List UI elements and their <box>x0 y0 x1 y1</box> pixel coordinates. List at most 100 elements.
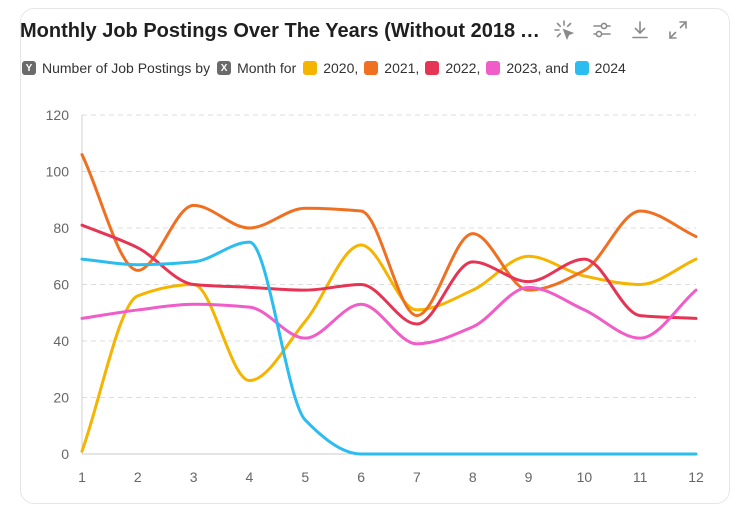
data-point-2020-11[interactable] <box>635 280 645 290</box>
grid-layer <box>82 114 696 398</box>
legend-item-2023[interactable]: 2023, and <box>486 60 574 76</box>
data-point-2022-10[interactable] <box>579 254 589 264</box>
legend-swatch-2024 <box>574 61 589 75</box>
legend-item-2022[interactable]: 2022, <box>425 60 486 76</box>
x-tick-label: 12 <box>688 469 704 485</box>
legend-label-2022: 2022, <box>445 60 481 76</box>
legend-swatch-2023 <box>486 61 501 75</box>
x-tick-label: 5 <box>301 469 309 485</box>
data-point-2023-7[interactable] <box>412 339 422 349</box>
data-point-2021-6[interactable] <box>356 206 366 216</box>
legend-swatch-2022 <box>425 61 440 75</box>
data-point-2022-11[interactable] <box>635 311 645 321</box>
data-point-2022-7[interactable] <box>412 319 422 329</box>
series-line-2021[interactable] <box>80 153 698 318</box>
data-point-2022-6[interactable] <box>356 280 366 290</box>
series-line-2023[interactable] <box>80 285 698 346</box>
y-tick-label: 120 <box>46 107 70 123</box>
chart-toolbar <box>552 18 690 42</box>
y-tick-label: 20 <box>53 390 69 406</box>
data-point-2024-2[interactable] <box>133 260 143 270</box>
data-point-2024-6[interactable] <box>356 449 366 459</box>
x-tick-label: 7 <box>413 469 421 485</box>
data-point-2020-9[interactable] <box>524 251 534 261</box>
data-point-2021-3[interactable] <box>189 200 199 210</box>
y-tick-label: 0 <box>61 446 69 462</box>
y-tick-label: 80 <box>53 220 69 236</box>
data-point-2024-10[interactable] <box>579 449 589 459</box>
data-point-2020-8[interactable] <box>468 285 478 295</box>
y-axis-badge: Y <box>22 61 36 75</box>
data-point-2023-9[interactable] <box>524 282 534 292</box>
data-point-2020-12[interactable] <box>691 254 701 264</box>
select-icon[interactable] <box>552 18 576 42</box>
data-point-2020-2[interactable] <box>133 291 143 301</box>
data-point-2020-1[interactable] <box>77 446 87 456</box>
data-point-2021-12[interactable] <box>691 231 701 241</box>
x-tick-label: 1 <box>78 469 86 485</box>
legend-item-2020[interactable]: 2020, <box>303 60 364 76</box>
x-tick-label: 3 <box>190 469 198 485</box>
x-tick-label: 8 <box>469 469 477 485</box>
data-point-2023-12[interactable] <box>691 285 701 295</box>
data-point-2023-3[interactable] <box>189 299 199 309</box>
data-point-2023-1[interactable] <box>77 313 87 323</box>
data-point-2020-6[interactable] <box>356 240 366 250</box>
data-point-2024-5[interactable] <box>300 415 310 425</box>
data-point-2020-5[interactable] <box>300 316 310 326</box>
data-point-2023-8[interactable] <box>468 322 478 332</box>
x-tick-label: 11 <box>633 469 648 485</box>
y-axis-description: Number of Job Postings by <box>42 60 211 76</box>
filter-settings-icon[interactable] <box>590 18 614 42</box>
data-point-2022-2[interactable] <box>133 243 143 253</box>
series-line-2020[interactable] <box>80 243 698 453</box>
x-axis-description: Month for <box>237 60 297 76</box>
data-point-2024-4[interactable] <box>244 237 254 247</box>
chart-legend: Y Number of Job Postings by X Month for … <box>22 60 632 76</box>
data-point-2023-10[interactable] <box>579 305 589 315</box>
y-tick-label: 60 <box>53 277 69 293</box>
data-point-2022-4[interactable] <box>244 282 254 292</box>
data-point-2020-4[interactable] <box>244 376 254 386</box>
data-point-2021-11[interactable] <box>635 206 645 216</box>
data-point-2021-1[interactable] <box>77 150 87 160</box>
data-point-2024-1[interactable] <box>77 254 87 264</box>
data-point-2021-10[interactable] <box>579 265 589 275</box>
series-line-2024[interactable] <box>80 240 698 456</box>
data-point-2023-11[interactable] <box>635 333 645 343</box>
legend-label-2020: 2020, <box>323 60 359 76</box>
download-icon[interactable] <box>628 18 652 42</box>
data-point-2024-8[interactable] <box>468 449 478 459</box>
data-point-2024-12[interactable] <box>691 449 701 459</box>
expand-icon[interactable] <box>666 18 690 42</box>
data-point-2024-7[interactable] <box>412 449 422 459</box>
series-layer <box>77 150 701 459</box>
data-point-2022-1[interactable] <box>77 220 87 230</box>
data-point-2023-5[interactable] <box>300 333 310 343</box>
data-point-2022-3[interactable] <box>189 280 199 290</box>
legend-item-2024[interactable]: 2024 <box>574 60 632 76</box>
data-point-2024-9[interactable] <box>524 449 534 459</box>
legend-swatch-2021 <box>364 61 379 75</box>
data-point-2021-5[interactable] <box>300 203 310 213</box>
data-point-2022-12[interactable] <box>691 313 701 323</box>
x-tick-label: 10 <box>577 469 593 485</box>
legend-swatch-2020 <box>303 61 318 75</box>
series-line-2022[interactable] <box>80 223 698 326</box>
data-point-2022-5[interactable] <box>300 285 310 295</box>
x-tick-label: 9 <box>525 469 533 485</box>
y-tick-label: 40 <box>53 333 69 349</box>
x-tick-label: 6 <box>357 469 365 485</box>
legend-label-2023: 2023, and <box>506 60 569 76</box>
data-point-2023-6[interactable] <box>356 299 366 309</box>
data-point-2021-4[interactable] <box>244 223 254 233</box>
data-point-2023-2[interactable] <box>133 305 143 315</box>
data-point-2024-11[interactable] <box>635 449 645 459</box>
data-point-2021-8[interactable] <box>468 229 478 239</box>
data-point-2023-4[interactable] <box>244 302 254 312</box>
legend-item-2021[interactable]: 2021, <box>364 60 425 76</box>
x-tick-label: 2 <box>134 469 142 485</box>
data-point-2022-8[interactable] <box>468 257 478 267</box>
data-point-2024-3[interactable] <box>189 257 199 267</box>
